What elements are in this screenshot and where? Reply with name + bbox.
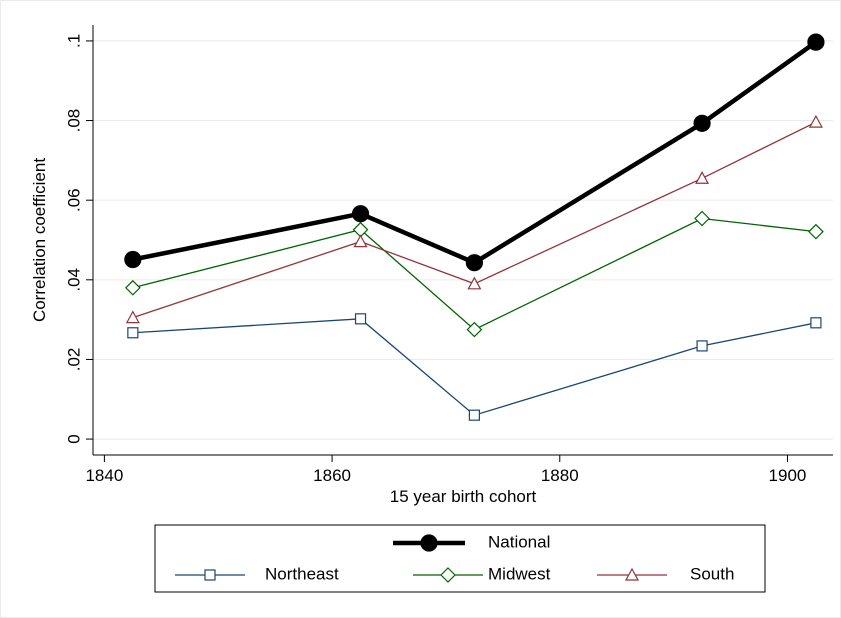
y-tick-label: .08 (64, 109, 83, 133)
data-point (467, 276, 482, 290)
legend-label: Northeast (265, 564, 339, 583)
legend (154, 524, 766, 593)
legend-marker (624, 567, 640, 581)
data-point (696, 340, 708, 352)
data-point (124, 250, 142, 269)
legend-marker (420, 534, 438, 552)
data-point (808, 223, 824, 240)
data-point (695, 171, 710, 184)
x-tick-label: 1900 (769, 466, 807, 485)
data-point (810, 317, 822, 329)
data-point (693, 114, 711, 132)
plot-area (93, 25, 833, 455)
y-tick-label: .1 (64, 34, 83, 48)
data-point (124, 279, 141, 296)
legend-label: Midwest (488, 564, 551, 583)
x-tick-label: 1840 (85, 466, 123, 485)
x-axis-title: 15 year birth cohort (390, 487, 537, 506)
x-tick-label: 1880 (541, 466, 579, 485)
y-tick-label: .06 (64, 188, 83, 212)
legend-label: National (488, 532, 550, 551)
data-point (127, 327, 139, 339)
data-point (125, 310, 140, 324)
legend-marker (440, 567, 456, 583)
data-point (807, 33, 825, 51)
data-point (468, 409, 480, 421)
data-point (351, 205, 370, 223)
x-tick-label: 1860 (313, 466, 351, 485)
legend-label: South (690, 564, 734, 583)
y-tick-label: 0 (64, 434, 83, 443)
y-tick-label: .04 (64, 268, 83, 292)
data-point (465, 254, 483, 272)
legend-marker (204, 569, 216, 581)
data-point (466, 321, 483, 338)
y-tick-label: .02 (64, 348, 83, 372)
data-point (694, 210, 710, 227)
data-point (354, 313, 367, 325)
data-point (808, 114, 823, 128)
data-point (353, 234, 368, 248)
y-axis-title: Correlation coefficient (30, 158, 49, 322)
